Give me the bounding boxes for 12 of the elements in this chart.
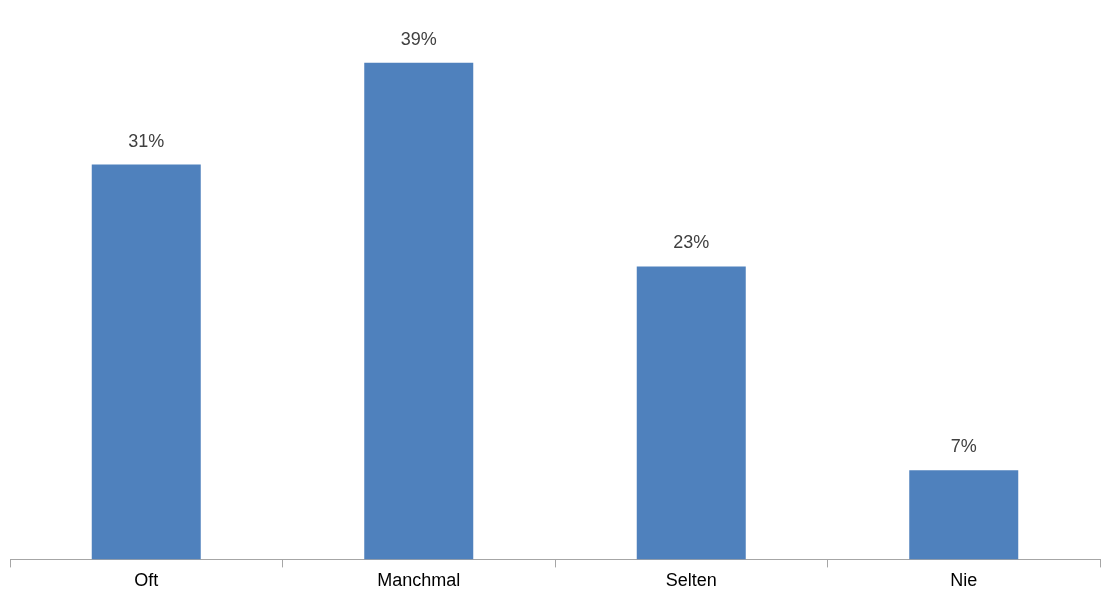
x-tick-label: Nie (950, 570, 978, 591)
bar (364, 62, 474, 560)
x-tick-label: Selten (665, 570, 717, 591)
data-label: 7% (950, 436, 977, 457)
data-label: 23% (673, 232, 710, 253)
data-label: 39% (400, 28, 437, 49)
x-tick-label: Manchmal (377, 570, 461, 591)
bar (636, 266, 746, 560)
x-tick-label: Oft (134, 570, 159, 591)
data-label: 31% (128, 130, 165, 151)
bar (909, 470, 1019, 560)
bar (91, 164, 201, 560)
